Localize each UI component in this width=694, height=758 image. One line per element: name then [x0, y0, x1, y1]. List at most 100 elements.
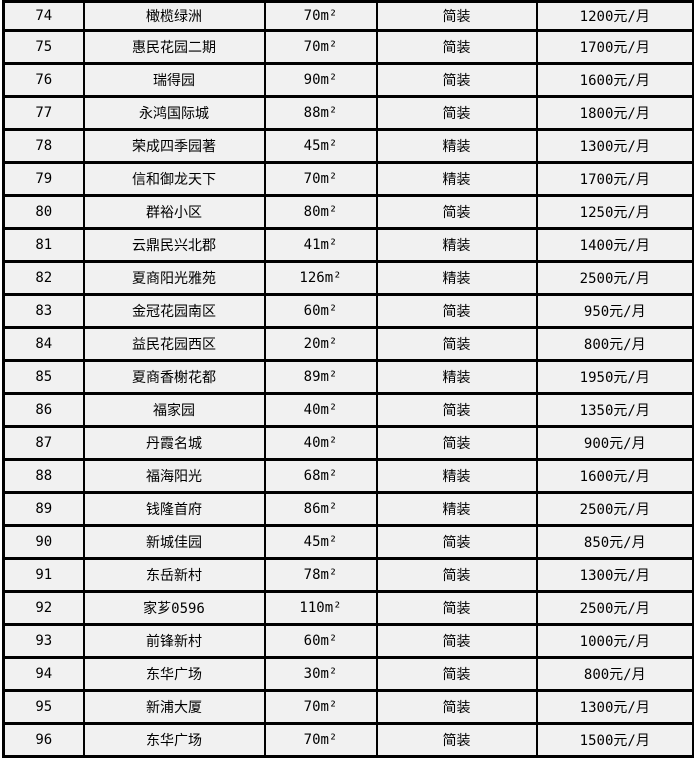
- table-row: 83 金冠花园南区 60m² 简装 950元/月: [2, 293, 694, 329]
- decoration-cell: 简装: [375, 524, 538, 560]
- area-cell: 89m²: [263, 359, 378, 395]
- row-number-cell: 95: [2, 689, 85, 725]
- decoration-cell: 简装: [375, 689, 538, 725]
- decoration-cell: 简装: [375, 392, 538, 428]
- property-name-cell: 东岳新村: [82, 557, 266, 593]
- price-cell: 800元/月: [535, 656, 694, 692]
- property-name-cell: 福家园: [82, 392, 266, 428]
- decoration-cell: 精装: [375, 458, 538, 494]
- row-number-cell: 88: [2, 458, 85, 494]
- row-number-cell: 80: [2, 194, 85, 230]
- property-name-cell: 福海阳光: [82, 458, 266, 494]
- property-name-cell: 云鼎民兴北郡: [82, 227, 266, 263]
- decoration-cell: 简装: [375, 326, 538, 362]
- table-row: 87 丹霞名城 40m² 简装 900元/月: [2, 425, 694, 461]
- property-name-cell: 新浦大厦: [82, 689, 266, 725]
- price-cell: 1600元/月: [535, 62, 694, 98]
- price-cell: 1300元/月: [535, 128, 694, 164]
- area-cell: 45m²: [263, 524, 378, 560]
- table-row: 75 惠民花园二期 70m² 简装 1700元/月: [2, 29, 694, 65]
- area-cell: 70m²: [263, 689, 378, 725]
- table-row: 77 永鸿国际城 88m² 简装 1800元/月: [2, 95, 694, 131]
- property-name-cell: 家芗0596: [82, 590, 266, 626]
- table-row: 94 东华广场 30m² 简装 800元/月: [2, 656, 694, 692]
- decoration-cell: 精装: [375, 227, 538, 263]
- table-row: 92 家芗0596 110m² 简装 2500元/月: [2, 590, 694, 626]
- price-cell: 1600元/月: [535, 458, 694, 494]
- table-row: 91 东岳新村 78m² 简装 1300元/月: [2, 557, 694, 593]
- area-cell: 86m²: [263, 491, 378, 527]
- price-cell: 850元/月: [535, 524, 694, 560]
- property-name-cell: 夏商香榭花都: [82, 359, 266, 395]
- decoration-cell: 精装: [375, 491, 538, 527]
- row-number-cell: 85: [2, 359, 85, 395]
- property-name-cell: 信和御龙天下: [82, 161, 266, 197]
- price-cell: 1200元/月: [535, 0, 694, 32]
- table-row: 86 福家园 40m² 简装 1350元/月: [2, 392, 694, 428]
- property-name-cell: 橄榄绿洲: [82, 0, 266, 32]
- property-name-cell: 新城佳园: [82, 524, 266, 560]
- table-row: 82 夏商阳光雅苑 126m² 精装 2500元/月: [2, 260, 694, 296]
- area-cell: 41m²: [263, 227, 378, 263]
- area-cell: 70m²: [263, 29, 378, 65]
- area-cell: 90m²: [263, 62, 378, 98]
- price-cell: 1950元/月: [535, 359, 694, 395]
- area-cell: 20m²: [263, 326, 378, 362]
- decoration-cell: 简装: [375, 623, 538, 659]
- row-number-cell: 76: [2, 62, 85, 98]
- row-number-cell: 83: [2, 293, 85, 329]
- row-number-cell: 90: [2, 524, 85, 560]
- price-cell: 1400元/月: [535, 227, 694, 263]
- area-cell: 60m²: [263, 623, 378, 659]
- decoration-cell: 简装: [375, 95, 538, 131]
- table-row: 90 新城佳园 45m² 简装 850元/月: [2, 524, 694, 560]
- row-number-cell: 84: [2, 326, 85, 362]
- property-name-cell: 东华广场: [82, 722, 266, 758]
- row-number-cell: 81: [2, 227, 85, 263]
- area-cell: 70m²: [263, 161, 378, 197]
- row-number-cell: 89: [2, 491, 85, 527]
- price-cell: 1300元/月: [535, 689, 694, 725]
- price-cell: 1500元/月: [535, 722, 694, 758]
- area-cell: 70m²: [263, 722, 378, 758]
- area-cell: 40m²: [263, 392, 378, 428]
- price-cell: 1000元/月: [535, 623, 694, 659]
- row-number-cell: 75: [2, 29, 85, 65]
- decoration-cell: 简装: [375, 62, 538, 98]
- property-name-cell: 永鸿国际城: [82, 95, 266, 131]
- price-cell: 2500元/月: [535, 590, 694, 626]
- decoration-cell: 简装: [375, 425, 538, 461]
- property-name-cell: 荣成四季园著: [82, 128, 266, 164]
- area-cell: 30m²: [263, 656, 378, 692]
- decoration-cell: 精装: [375, 161, 538, 197]
- row-number-cell: 94: [2, 656, 85, 692]
- area-cell: 126m²: [263, 260, 378, 296]
- area-cell: 60m²: [263, 293, 378, 329]
- table-row: 96 东华广场 70m² 简装 1500元/月: [2, 722, 694, 758]
- decoration-cell: 简装: [375, 29, 538, 65]
- property-name-cell: 惠民花园二期: [82, 29, 266, 65]
- row-number-cell: 87: [2, 425, 85, 461]
- decoration-cell: 简装: [375, 722, 538, 758]
- table-row: 93 前锋新村 60m² 简装 1000元/月: [2, 623, 694, 659]
- table-row: 76 瑞得园 90m² 简装 1600元/月: [2, 62, 694, 98]
- decoration-cell: 简装: [375, 293, 538, 329]
- property-name-cell: 夏商阳光雅苑: [82, 260, 266, 296]
- row-number-cell: 74: [2, 0, 85, 32]
- price-cell: 1250元/月: [535, 194, 694, 230]
- price-cell: 950元/月: [535, 293, 694, 329]
- price-cell: 1800元/月: [535, 95, 694, 131]
- decoration-cell: 精装: [375, 359, 538, 395]
- row-number-cell: 86: [2, 392, 85, 428]
- decoration-cell: 简装: [375, 656, 538, 692]
- price-cell: 1700元/月: [535, 161, 694, 197]
- property-name-cell: 群裕小区: [82, 194, 266, 230]
- decoration-cell: 简装: [375, 590, 538, 626]
- row-number-cell: 91: [2, 557, 85, 593]
- row-number-cell: 82: [2, 260, 85, 296]
- decoration-cell: 精装: [375, 260, 538, 296]
- row-number-cell: 78: [2, 128, 85, 164]
- property-name-cell: 金冠花园南区: [82, 293, 266, 329]
- decoration-cell: 简装: [375, 557, 538, 593]
